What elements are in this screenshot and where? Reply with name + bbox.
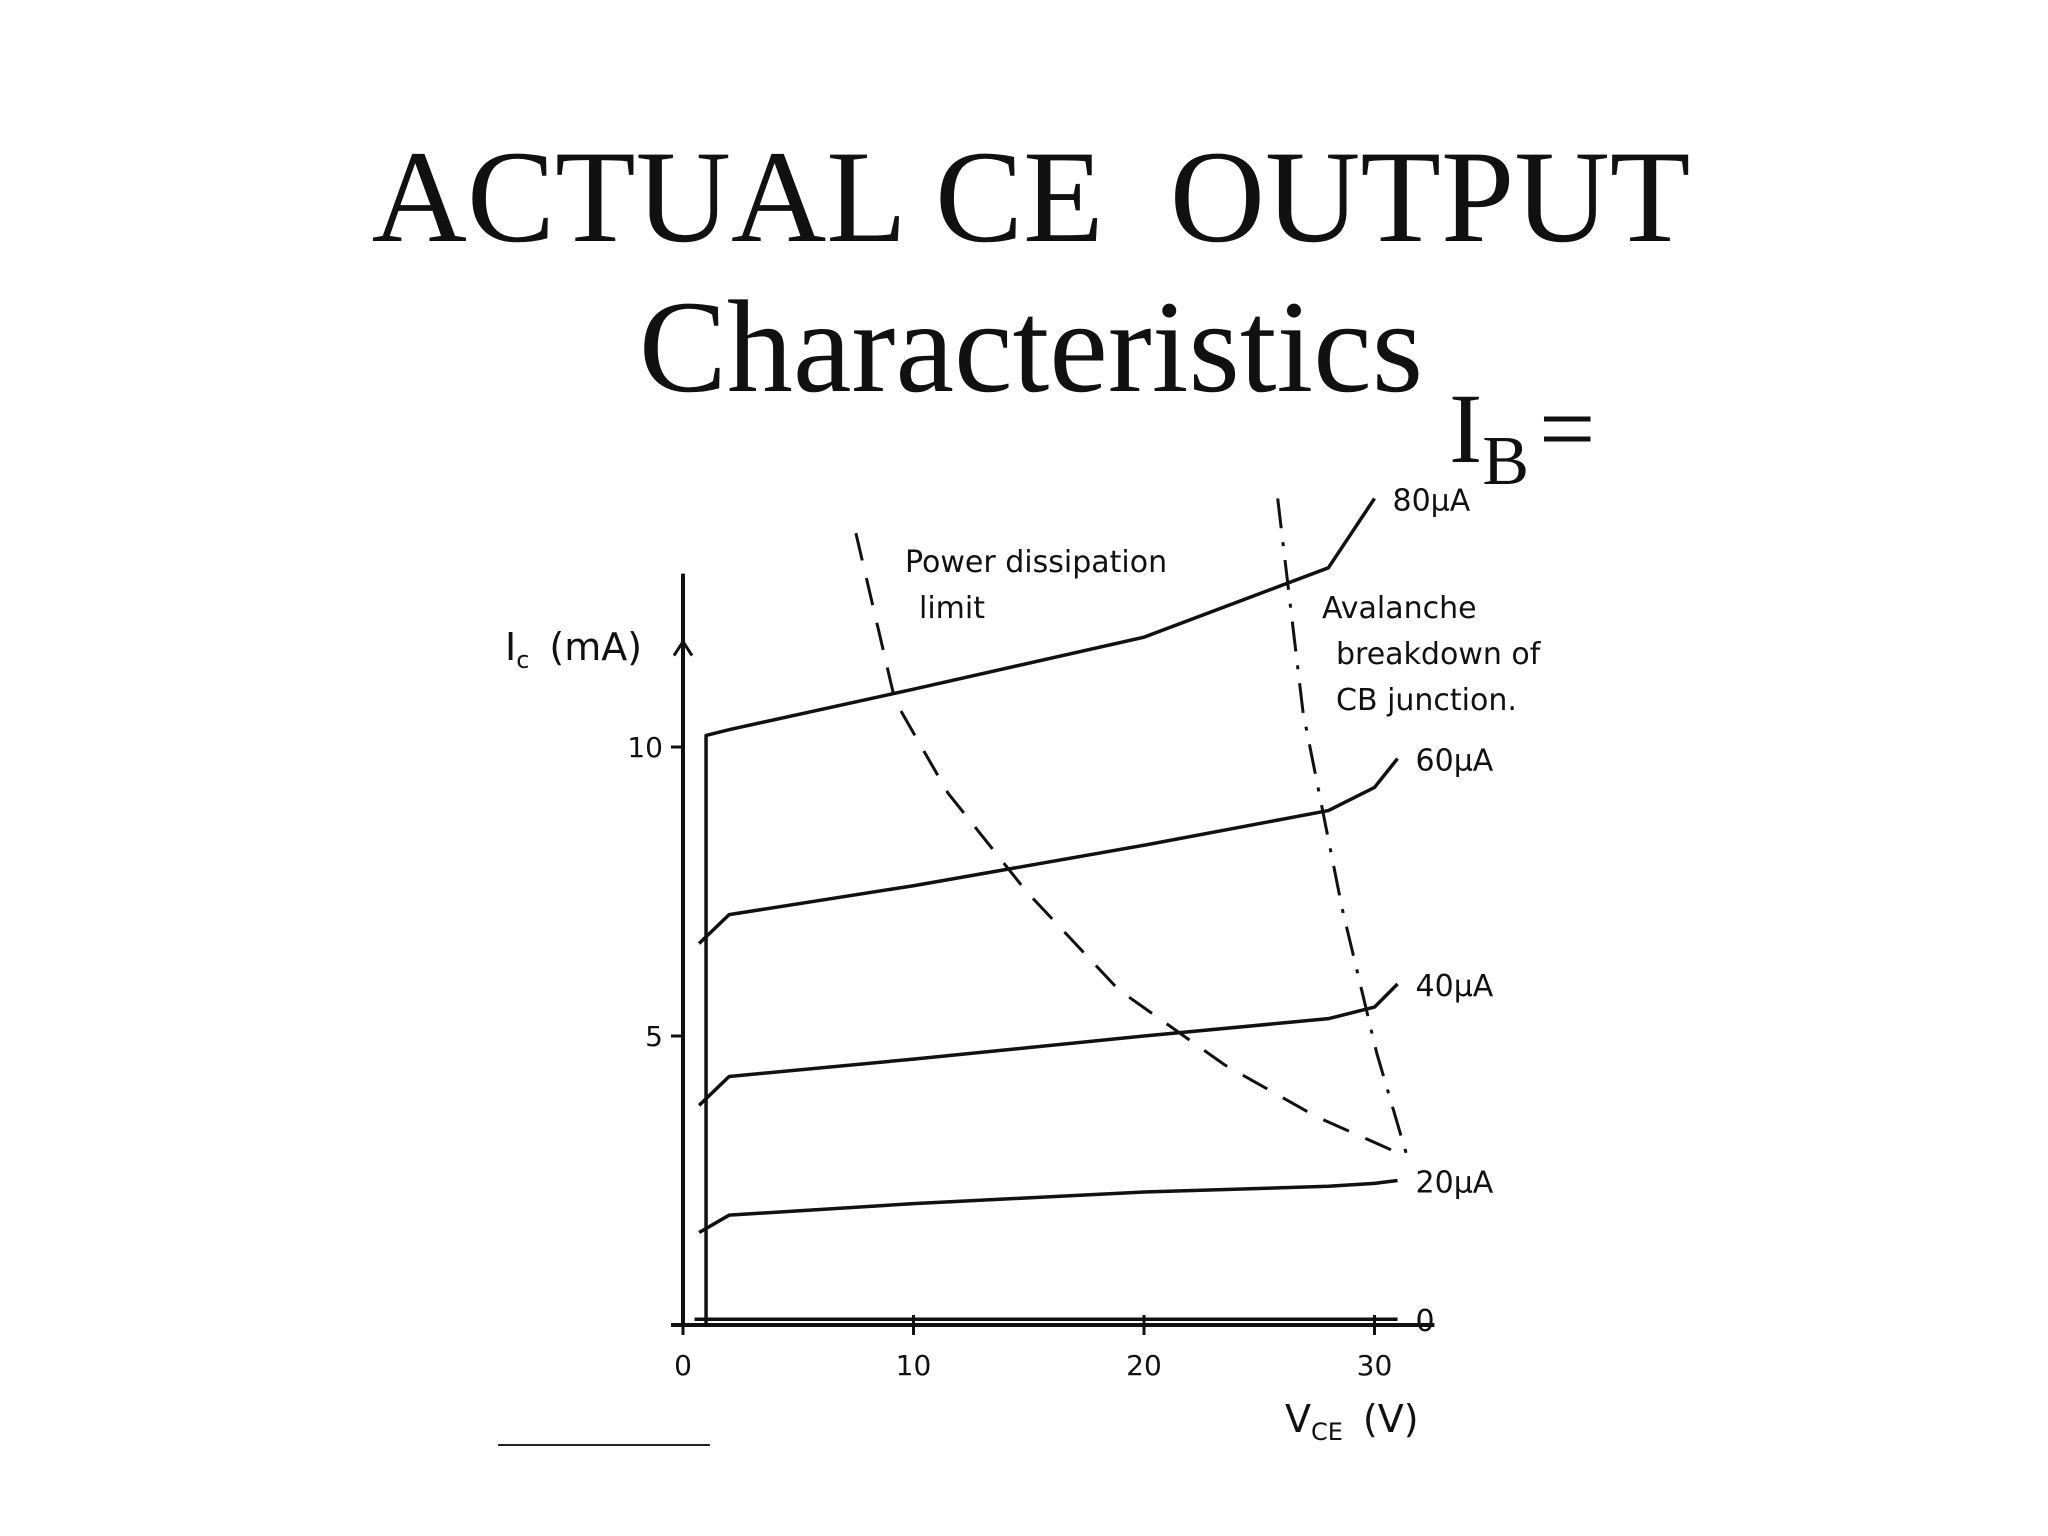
ylabel-label-unit: (mA) [549,625,642,669]
x-tick-label: 10 [896,1349,932,1382]
xlabel-label-unit: (V) [1363,1397,1419,1441]
series-label: 60μA [1416,744,1494,779]
xlabel-label-main: V [1285,1397,1311,1441]
series-line [698,1178,1398,1235]
annotation-line [1276,498,1411,1164]
annotation-text: breakdown of [1336,637,1542,672]
series-label: 20μA [1416,1166,1494,1201]
series-label: 40μA [1416,969,1494,1004]
y-axis-arrow [672,638,694,657]
y-tick-label: 10 [627,731,663,764]
annotation-text: CB junction. [1336,683,1517,718]
annotation-line [854,532,1396,1153]
chart-title: ACTUAL CE OUTPUT [372,123,1691,270]
series-line [704,497,1376,1325]
xlabel-label: VCE (V) [1285,1397,1419,1446]
ylabel-label-sub: c [516,646,529,674]
chart-subtitle: Characteristics [639,273,1423,420]
x-tick-label: 30 [1357,1349,1393,1382]
series-label: 0 [1416,1304,1435,1339]
legend-title-main: I [1449,373,1482,484]
series-line [697,757,1399,945]
annotation-text: Avalanche [1322,591,1477,626]
series-label: 80μA [1393,483,1471,518]
y-tick-label: 5 [645,1020,663,1053]
legend-title-suffix: = [1539,373,1595,484]
xlabel-label-sub: CE [1311,1418,1343,1446]
annotation-text: limit [919,591,985,626]
ylabel-label: Ic (mA) [505,625,642,674]
annotation-text: Power dissipation [905,545,1167,580]
legend-title: IB = [1449,373,1595,500]
series-line [697,982,1399,1107]
x-tick-label: 0 [674,1349,692,1382]
legend-title-sub: B [1482,423,1529,500]
ylabel-label-main: I [505,625,516,669]
x-tick-label: 20 [1126,1349,1162,1382]
